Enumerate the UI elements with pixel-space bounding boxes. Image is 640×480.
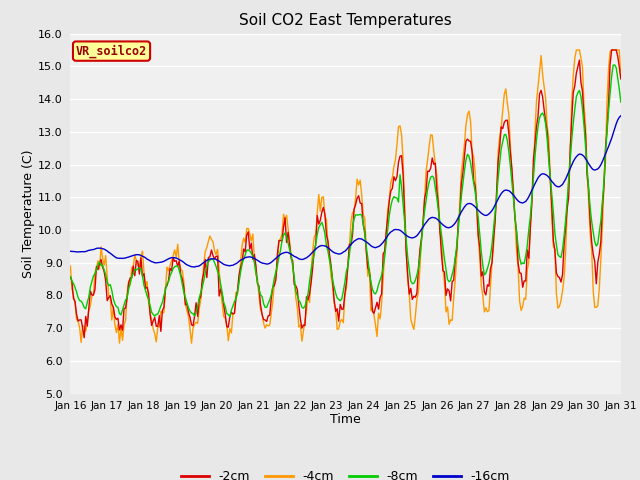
- Legend: -2cm, -4cm, -8cm, -16cm: -2cm, -4cm, -8cm, -16cm: [176, 465, 515, 480]
- -2cm: [136, 271, 143, 277]
- Text: VR_soilco2: VR_soilco2: [76, 44, 147, 58]
- -4cm: [260, 320, 268, 326]
- -16cm: [67, 248, 74, 254]
- Line: -2cm: -2cm: [70, 50, 621, 338]
- -4cm: [116, 340, 124, 346]
- -8cm: [260, 300, 268, 306]
- -8cm: [232, 296, 240, 301]
- -8cm: [588, 218, 595, 224]
- -8cm: [250, 260, 258, 266]
- Line: -16cm: -16cm: [70, 116, 621, 267]
- -16cm: [588, 165, 595, 171]
- X-axis label: Time: Time: [330, 413, 361, 426]
- -2cm: [617, 76, 625, 82]
- -8cm: [226, 314, 234, 320]
- Line: -4cm: -4cm: [70, 50, 621, 343]
- -16cm: [308, 250, 316, 255]
- -8cm: [134, 266, 141, 272]
- Y-axis label: Soil Temperature (C): Soil Temperature (C): [22, 149, 35, 278]
- -16cm: [617, 113, 625, 119]
- -8cm: [611, 62, 618, 68]
- Line: -8cm: -8cm: [70, 65, 621, 317]
- -8cm: [67, 274, 74, 279]
- -4cm: [232, 289, 240, 295]
- -2cm: [67, 274, 74, 280]
- -8cm: [617, 99, 625, 105]
- -8cm: [308, 258, 316, 264]
- -2cm: [81, 335, 88, 341]
- -4cm: [308, 249, 316, 255]
- -16cm: [250, 255, 258, 261]
- -4cm: [573, 47, 580, 53]
- -2cm: [588, 239, 595, 245]
- -2cm: [308, 265, 316, 271]
- -16cm: [134, 252, 141, 258]
- -4cm: [589, 288, 597, 294]
- -2cm: [232, 295, 240, 301]
- -4cm: [136, 264, 143, 270]
- -16cm: [232, 261, 240, 266]
- -16cm: [260, 261, 268, 266]
- -16cm: [191, 264, 198, 270]
- -4cm: [250, 256, 258, 262]
- -2cm: [260, 317, 268, 323]
- Title: Soil CO2 East Temperatures: Soil CO2 East Temperatures: [239, 13, 452, 28]
- -2cm: [608, 47, 616, 53]
- -4cm: [67, 263, 74, 269]
- -4cm: [617, 75, 625, 81]
- -2cm: [250, 252, 258, 257]
